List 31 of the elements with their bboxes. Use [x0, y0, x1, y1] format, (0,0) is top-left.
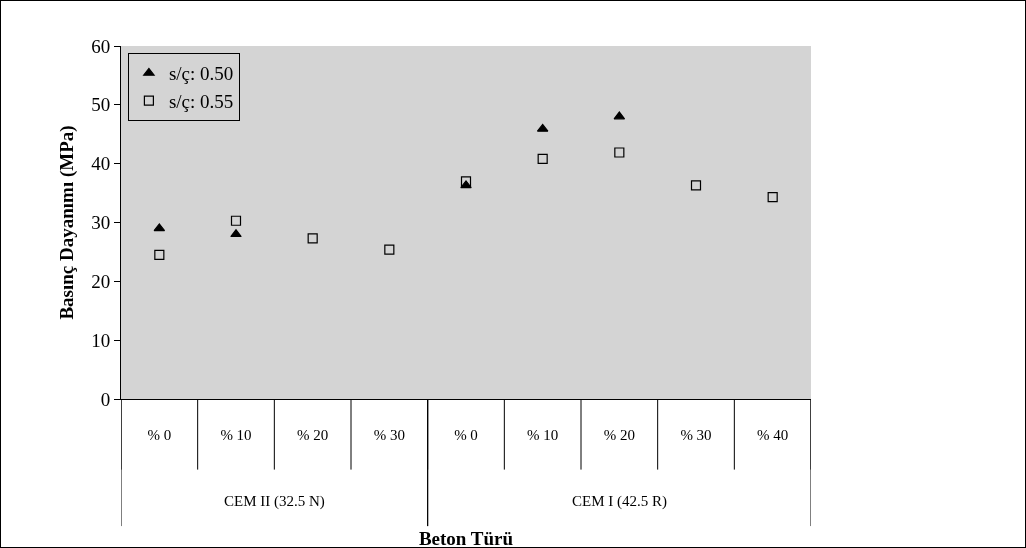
point: [537, 153, 548, 165]
text: CEM I (42.5 R): [572, 493, 667, 510]
y-axis-title: Basınç Dayanımı (MPa): [56, 125, 79, 320]
point: [384, 244, 395, 255]
point: [230, 229, 242, 238]
x-tick-label: % 0: [454, 427, 478, 443]
x-tick-label: % 0: [147, 427, 172, 443]
point: [307, 233, 318, 244]
point: [690, 180, 702, 191]
x-tick-label: % 10: [220, 427, 252, 443]
y-tick-label: 40: [91, 153, 111, 175]
legend-label: s/ç: 0.50: [168, 63, 234, 85]
point: [614, 147, 625, 158]
point: [767, 192, 778, 203]
x-tick-label: % 20: [603, 427, 635, 443]
x-tick-label: % 30: [680, 427, 712, 443]
text: CEM II (32.5 N): [224, 493, 325, 510]
y-tick-label: 10: [91, 329, 111, 351]
y-tick-label: 20: [91, 270, 111, 292]
point: [154, 249, 165, 260]
y-tick-label: 0: [100, 388, 111, 410]
point: [230, 215, 242, 226]
x-tick-label: % 30: [373, 427, 405, 443]
x-tick-label: % 40: [757, 427, 789, 443]
x-tick-label: % 20: [297, 427, 329, 443]
x-axis-title: Beton Türü: [418, 528, 514, 548]
y-tick-label: 60: [91, 35, 111, 57]
x-tick-label: % 10: [527, 427, 559, 443]
legend-label: s/ç: 0.55: [168, 91, 234, 113]
y-tick-label: 50: [91, 94, 111, 116]
y-tick-label: 30: [91, 212, 111, 234]
